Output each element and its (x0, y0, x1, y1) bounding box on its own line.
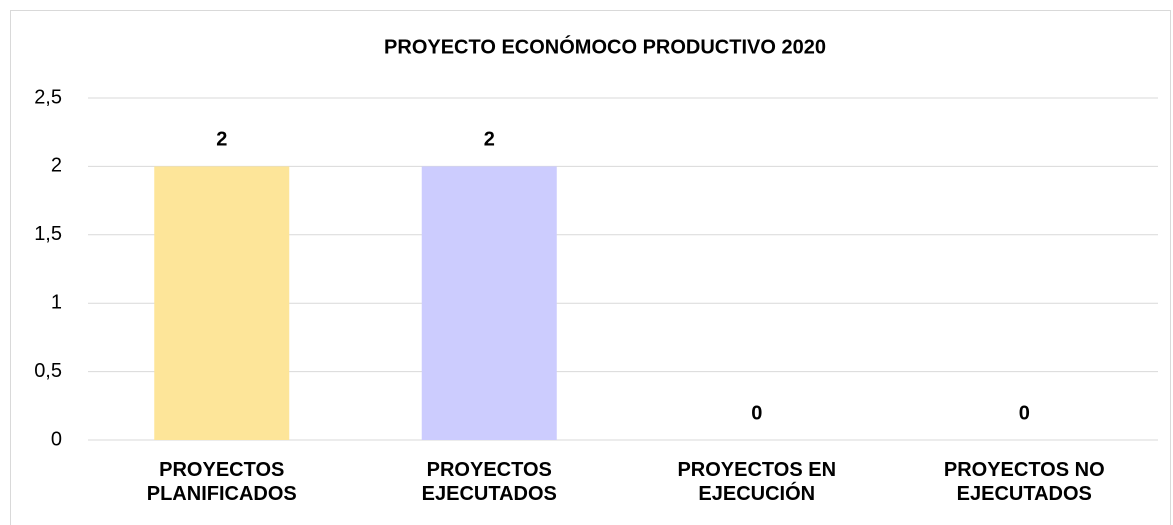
y-tick-label: 1,5 (34, 223, 62, 245)
x-tick-label: PROYECTOS EN EJECUCIÓN (677, 459, 837, 505)
x-tick-label: PROYECTOS EJECUTADOS (421, 459, 557, 505)
y-tick-label: 1 (51, 291, 62, 313)
chart-title: PROYECTO ECONÓMOCO PRODUCTIVO 2020 (384, 34, 826, 58)
bar (154, 166, 290, 440)
data-label: 0 (1019, 402, 1030, 424)
y-tick-label: 2 (51, 155, 62, 177)
y-tick-label: 2,5 (34, 86, 62, 108)
bar (421, 166, 557, 440)
data-label: 0 (751, 402, 762, 424)
data-label: 2 (484, 129, 495, 151)
y-tick-label: 0 (51, 428, 62, 450)
x-tick-label: PROYECTOS NO EJECUTADOS (943, 459, 1105, 505)
data-label: 2 (216, 129, 227, 151)
chart-border (10, 10, 1171, 525)
y-tick-label: 0,5 (34, 360, 62, 382)
x-tick-label: PROYECTOS PLANIFICADOS (146, 459, 297, 505)
